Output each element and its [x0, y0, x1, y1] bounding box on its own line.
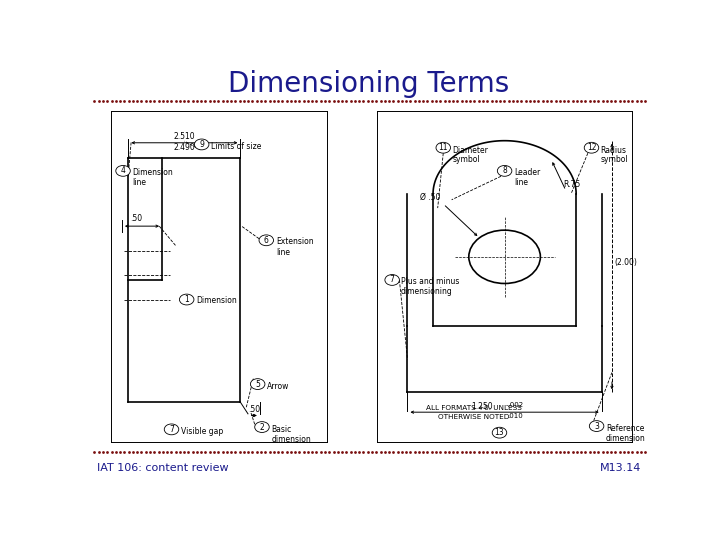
- Circle shape: [436, 143, 451, 153]
- Text: Ø .50: Ø .50: [420, 193, 441, 202]
- Text: line: line: [276, 248, 289, 257]
- Circle shape: [251, 379, 265, 389]
- Circle shape: [179, 294, 194, 305]
- Text: Diameter: Diameter: [452, 146, 488, 154]
- Text: Dimensioning Terms: Dimensioning Terms: [228, 70, 510, 98]
- Text: 8: 8: [503, 166, 507, 176]
- Text: Visible gap: Visible gap: [181, 427, 223, 436]
- Text: line: line: [132, 178, 147, 187]
- Text: Dimension: Dimension: [197, 296, 238, 305]
- Text: 2.510: 2.510: [174, 132, 195, 141]
- Text: 9: 9: [199, 140, 204, 149]
- Text: 1.250: 1.250: [471, 402, 492, 410]
- Text: Leader: Leader: [514, 167, 540, 177]
- Circle shape: [255, 422, 269, 433]
- Text: 13: 13: [495, 428, 504, 437]
- Text: R.75: R.75: [563, 180, 580, 188]
- Text: OTHERWISE NOTED: OTHERWISE NOTED: [438, 415, 510, 421]
- Circle shape: [259, 235, 274, 246]
- Text: Radius: Radius: [600, 146, 626, 154]
- Text: .50: .50: [130, 214, 142, 224]
- Text: Plus and minus: Plus and minus: [401, 276, 459, 286]
- Text: Reference: Reference: [606, 424, 644, 433]
- Circle shape: [116, 165, 130, 176]
- Text: 11: 11: [438, 143, 448, 152]
- Text: 12: 12: [587, 143, 596, 152]
- Text: dimension: dimension: [606, 434, 646, 443]
- Text: 5: 5: [255, 380, 260, 389]
- Text: symbol: symbol: [600, 155, 628, 164]
- Text: .50: .50: [248, 405, 260, 414]
- Text: 2: 2: [260, 423, 264, 431]
- Text: .010: .010: [507, 413, 523, 419]
- Text: Arrow: Arrow: [267, 382, 289, 391]
- Circle shape: [164, 424, 179, 435]
- Circle shape: [194, 139, 209, 150]
- Text: 6: 6: [264, 236, 269, 245]
- Text: Dimension: Dimension: [132, 167, 174, 177]
- Text: M13.14: M13.14: [600, 463, 642, 473]
- Text: 1: 1: [184, 295, 189, 304]
- Text: ALL FORMATS +0. UNLESS: ALL FORMATS +0. UNLESS: [426, 406, 522, 411]
- Text: dimension: dimension: [271, 435, 311, 444]
- Text: IAT 106: content review: IAT 106: content review: [96, 463, 228, 473]
- Circle shape: [385, 274, 400, 285]
- Circle shape: [584, 143, 599, 153]
- Text: (2.00): (2.00): [615, 258, 638, 267]
- Text: 7: 7: [169, 425, 174, 434]
- Text: 4: 4: [121, 166, 125, 176]
- Text: line: line: [514, 178, 528, 187]
- Circle shape: [492, 427, 507, 438]
- Text: Extension: Extension: [276, 237, 313, 246]
- Circle shape: [498, 165, 512, 176]
- Text: dimensioning: dimensioning: [401, 287, 453, 296]
- Text: Limits of size: Limits of size: [211, 143, 261, 151]
- Circle shape: [590, 421, 604, 431]
- Text: -.002: -.002: [505, 402, 524, 408]
- Text: 2.490: 2.490: [174, 144, 195, 152]
- Text: Basic: Basic: [271, 425, 292, 434]
- Text: 7: 7: [390, 275, 395, 285]
- Text: 3: 3: [594, 422, 599, 430]
- Text: symbol: symbol: [452, 155, 480, 164]
